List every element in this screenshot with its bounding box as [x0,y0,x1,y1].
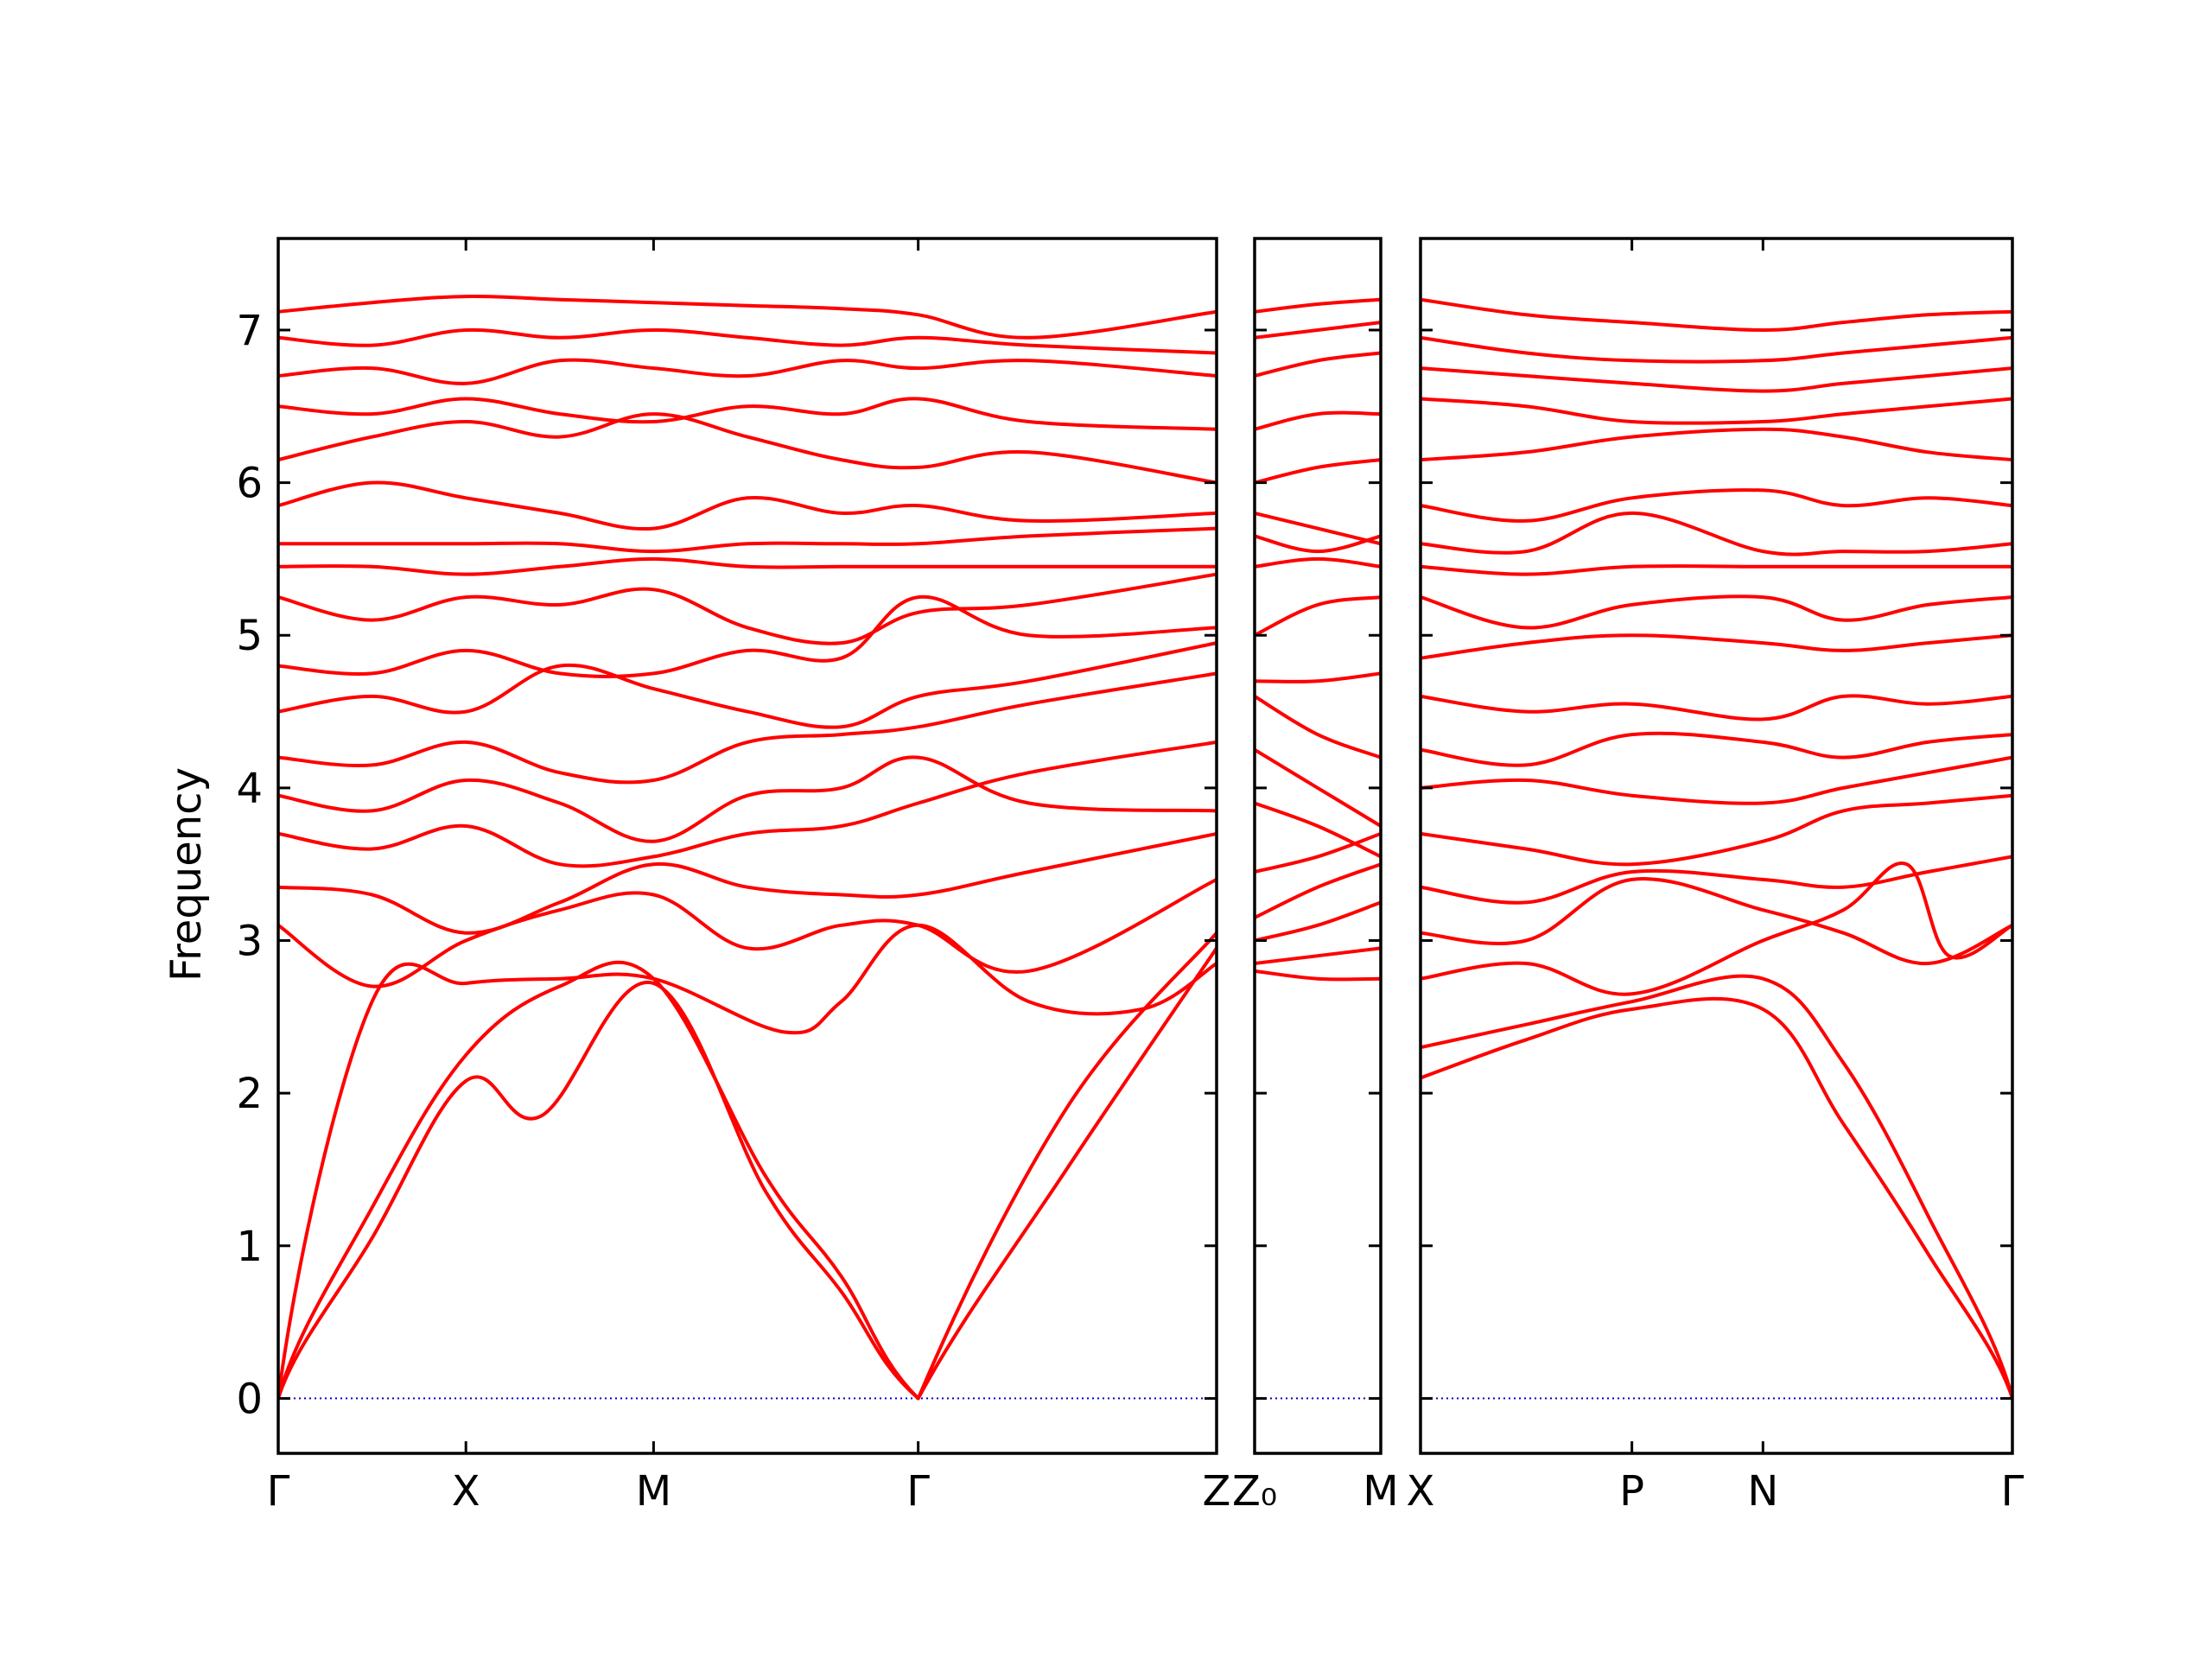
band-line [1255,946,1381,965]
band-line [278,946,1217,1401]
band-line [278,327,1217,355]
band-line [1421,694,2012,721]
band-line [278,831,1217,935]
band-line [278,358,1217,385]
band-line [1255,801,1381,859]
band-line [278,397,1217,431]
band-line [1255,556,1381,569]
y-tick-label: 2 [236,1070,263,1118]
y-tick-label: 7 [236,307,263,355]
band-line [1255,321,1381,340]
band-line [1421,855,2012,905]
band-line [1421,488,2012,523]
band-line [1255,831,1381,874]
band-line [278,594,1217,678]
band-line [1255,511,1381,546]
x-tick-label: P [1619,1467,1644,1516]
panel-frame [1419,237,2014,1455]
band-line [1421,427,2012,462]
band-line [278,556,1217,576]
x-tick-label: X [452,1467,480,1516]
y-tick-label: 5 [236,612,263,660]
y-axis-label: Frequency [162,767,211,982]
y-tick-label: 0 [236,1375,263,1423]
band-line [1255,458,1381,485]
y-tick-label: 1 [236,1223,263,1271]
x-tick-label: X [1407,1467,1435,1516]
band-line [1255,969,1381,982]
band-line [278,412,1217,485]
band-line [1421,335,2012,364]
band-line [1255,671,1381,683]
band-line [1421,793,2012,867]
panel-frame [1253,237,1382,1455]
x-tick-label: M [636,1467,671,1516]
panel-2: Z₀ M [1232,237,1399,1516]
band-line [1421,594,2012,630]
band-line [1421,755,2012,805]
x-tick-label: Γ [906,1467,930,1516]
band-line [278,295,1217,340]
band-line [1421,366,2012,393]
band-line [1421,877,2012,966]
x-tick-label: Z [1203,1467,1231,1516]
band-line [278,755,1217,843]
y-tick-label: 3 [236,918,263,966]
y-tick-label: 6 [236,460,263,508]
band-line [1421,397,2012,425]
band-line [1421,996,2012,1401]
band-line [278,740,1217,868]
band-line [1255,900,1381,943]
band-group [278,295,1217,1401]
x-tick-label: Γ [2001,1467,2024,1516]
band-line [278,572,1217,645]
x-tick-label: N [1747,1467,1778,1516]
band-line [1255,351,1381,378]
band-line [1421,633,2012,660]
band-line [1255,862,1381,919]
band-line [1421,511,2012,556]
band-group [1421,297,2012,1401]
band-line [278,877,1217,988]
band-line [1255,694,1381,760]
band-line [1255,410,1381,431]
x-tick-label: M [1363,1467,1398,1516]
band-line [1255,297,1381,314]
band-line [278,526,1217,554]
band-group [1255,297,1381,1400]
band-line [278,671,1217,785]
panel-frame [276,237,1218,1455]
x-tick-label: Z₀ [1232,1467,1277,1516]
band-line [1421,297,2012,332]
band-line [1421,861,2012,996]
band-line [278,480,1217,531]
band-line [1255,747,1381,828]
band-line [278,923,1217,1401]
band-line [278,931,1217,1401]
band-line [1421,564,2012,576]
band-line [1421,974,2012,1401]
band-line [278,641,1217,729]
band-line [1255,595,1381,638]
x-tick-label: Γ [267,1467,290,1516]
y-tick-label: 4 [236,765,263,813]
band-line [1421,731,2012,767]
